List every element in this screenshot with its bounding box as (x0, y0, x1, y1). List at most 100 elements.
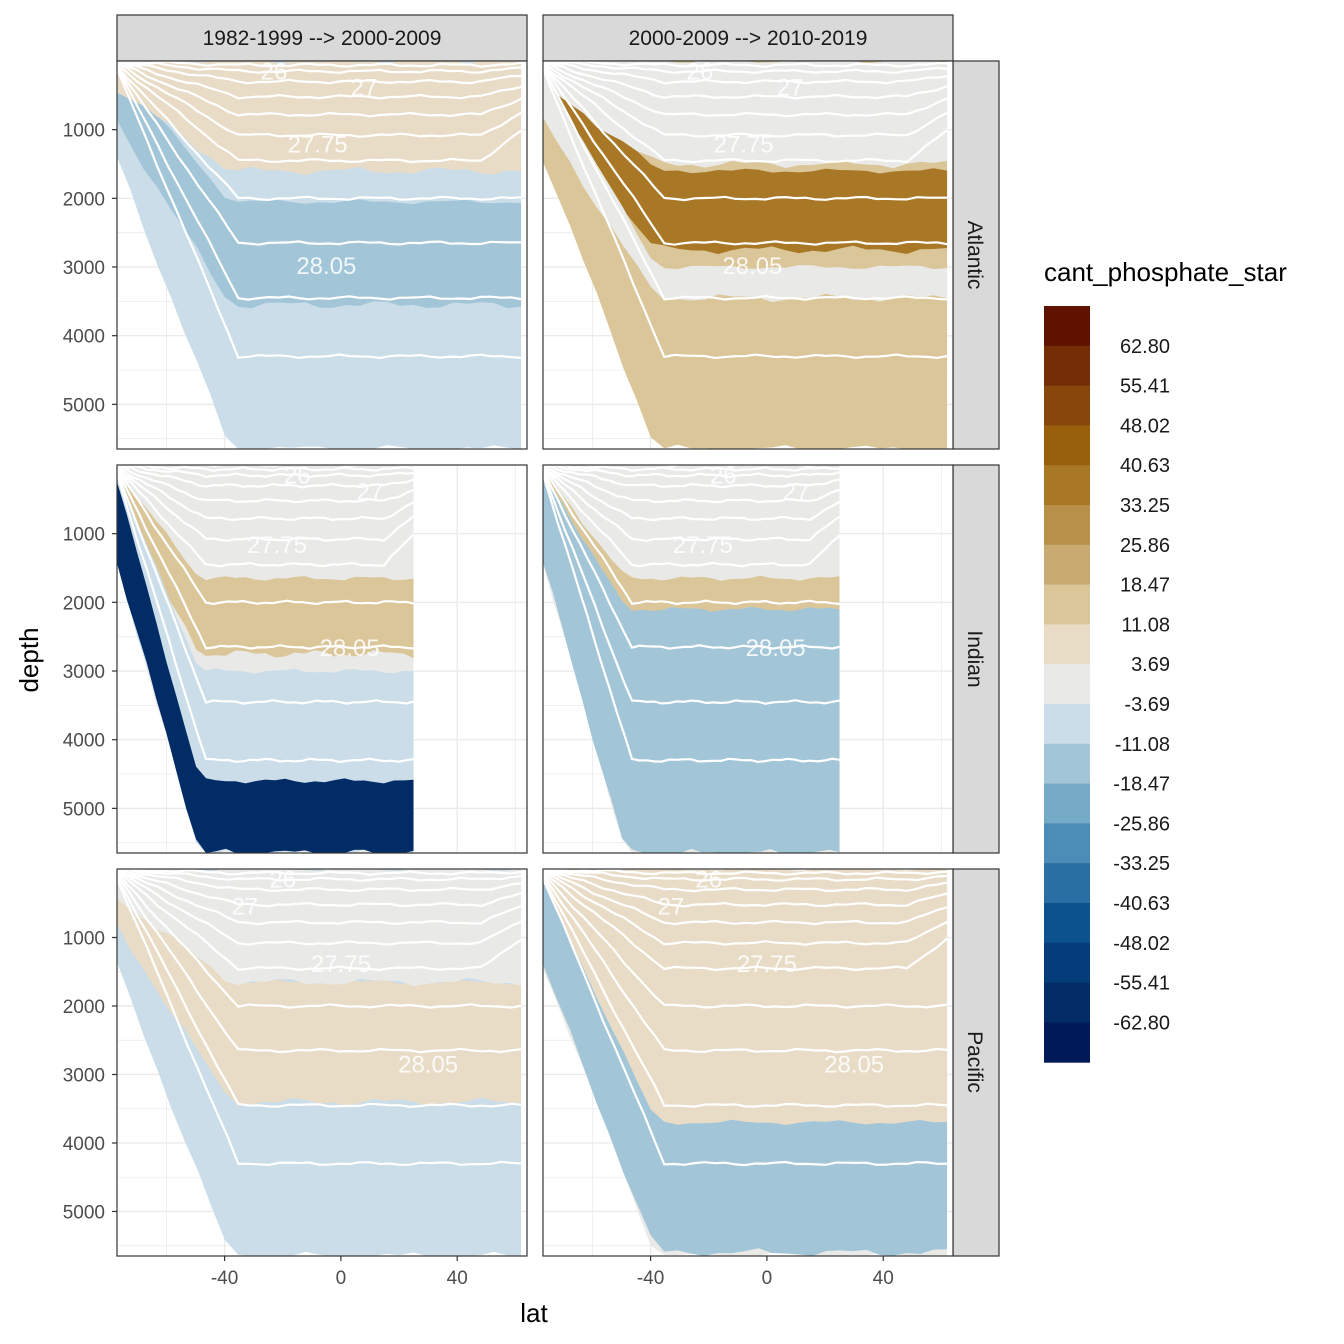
isopycnal-line (543, 869, 948, 882)
panel-atlantic-1982-2009: 26 27 27.75 28.05 (117, 61, 527, 449)
panel-border (116, 868, 528, 1257)
legend-swatch (1044, 664, 1090, 705)
panel-border (542, 868, 954, 1257)
legend-swatch (1044, 385, 1090, 426)
legend-label: 18.47 (1120, 575, 1170, 597)
isopycnal-line (117, 873, 522, 1054)
isopycnal-label: 26 (687, 59, 714, 86)
y-tick-label: 4000 (63, 731, 105, 752)
isopycnal-line (117, 468, 414, 650)
y-tick-label: 1000 (63, 121, 105, 142)
isopycnal-label: 26 (695, 867, 722, 894)
isopycnal-line (543, 61, 948, 138)
legend-swatch (1044, 743, 1090, 785)
isopycnal-label: 28.05 (746, 635, 806, 662)
isopycnal-line (117, 465, 414, 489)
column-strip-2: 2000-2009 --> 2010-2019 (542, 14, 954, 62)
isopycnal-line (543, 869, 948, 972)
row-strip-indian: Indian (952, 464, 1000, 854)
isopycnal-label: 28.05 (296, 253, 356, 280)
legend-swatch (1044, 783, 1090, 824)
legend-label: -25.86 (1113, 813, 1170, 835)
legend-label: 40.63 (1120, 455, 1170, 477)
isopycnal-label: 27 (658, 893, 685, 920)
isopycnal-line (543, 468, 840, 650)
panel-indian-2000-2019: 26 27 27.75 28.05 (543, 463, 953, 853)
y-tick-label: 1000 (63, 928, 105, 949)
land-mask (521, 61, 527, 449)
isopycnal-line (117, 61, 522, 68)
isopycnal-label: 27.75 (737, 951, 797, 978)
isopycnal-label: 27 (357, 479, 384, 506)
panel-border (116, 464, 528, 854)
isopycnal-line (543, 61, 948, 75)
x-tick-label: 40 (873, 1268, 894, 1289)
legend-swatch (1044, 982, 1090, 1023)
value-band (117, 875, 522, 1106)
value-band (543, 65, 948, 255)
isopycnal-line (543, 68, 948, 360)
panel-pacific-2000-2019: 26 27 27.75 28.05 (543, 867, 953, 1256)
isopycnal-label: 26 (710, 463, 737, 490)
isopycnal-line (543, 467, 841, 543)
legend-label: -40.63 (1113, 893, 1170, 915)
y-tick-label: 2000 (63, 189, 105, 210)
isopycnal-label: 27 (232, 893, 259, 920)
isopycnal-line (543, 465, 840, 504)
legend-label: 3.69 (1131, 654, 1170, 676)
isopycnal-line (543, 66, 948, 202)
value-band (117, 471, 414, 659)
y-tick-label: 1000 (63, 525, 105, 546)
column-strip-1-label: 1982-1999 --> 2000-2009 (203, 27, 442, 50)
isopycnal-label: 27.75 (288, 131, 348, 158)
isopycnal-line (543, 61, 948, 85)
value-band (543, 470, 840, 853)
legend-label: 11.08 (1121, 614, 1170, 636)
legend-label: 62.80 (1120, 336, 1170, 358)
isopycnal-line (543, 870, 948, 926)
isopycnal-label: 27.75 (247, 532, 307, 559)
value-band (543, 70, 948, 303)
legend-label: 25.86 (1120, 535, 1170, 557)
isopycnal-line (117, 465, 414, 472)
legend-swatch (1044, 544, 1090, 586)
legend-swatch (1044, 345, 1090, 387)
legend-swatch (1044, 903, 1090, 944)
isopycnal-line (543, 869, 948, 946)
isopycnal-label: 27 (351, 74, 378, 101)
row-strip-atlantic: Atlantic (952, 60, 1000, 450)
isopycnal-line (543, 63, 948, 164)
legend-swatch (1044, 505, 1090, 546)
land-mask (413, 465, 527, 853)
y-tick-label: 3000 (63, 662, 105, 683)
isopycnal-line (543, 66, 948, 301)
legend-swatch (1044, 425, 1090, 466)
legend-swatch (1044, 465, 1090, 506)
isopycnal-label: 28.05 (320, 635, 380, 662)
land-mask (839, 465, 953, 853)
isopycnal-line (543, 61, 948, 68)
y-tick-label: 5000 (63, 395, 105, 416)
isopycnal-line (543, 467, 840, 606)
panel-indian-1982-2009: 26 27 27.75 28.05 (117, 465, 527, 853)
y-tick-label: 5000 (63, 799, 105, 820)
column-strip-1: 1982-1999 --> 2000-2009 (116, 14, 528, 62)
legend-swatch (1044, 863, 1090, 904)
isopycnal-line (117, 473, 414, 764)
panel-border (116, 60, 528, 450)
legend-label: -55.41 (1113, 973, 1170, 995)
legend-label: -48.02 (1113, 933, 1170, 955)
y-tick-label: 3000 (63, 1065, 105, 1086)
isopycnal-label: 27 (777, 74, 804, 101)
panel-field: 26 27 27.75 28.05 (117, 61, 527, 449)
legend-label: -18.47 (1113, 774, 1170, 796)
legend-swatch (1044, 306, 1090, 347)
isopycnal-line (117, 869, 522, 893)
legend: cant_phosphate_star 62.80 55.41 48.02 40.63… (1044, 257, 1287, 1063)
isopycnal-line (543, 471, 840, 705)
legend-swatch (1044, 624, 1090, 665)
y-tick-label: 2000 (63, 997, 105, 1018)
panel-field: 26 27 27.75 28.05 (543, 867, 953, 1256)
legend-label: -3.69 (1124, 694, 1170, 716)
isopycnal-line (543, 66, 948, 246)
